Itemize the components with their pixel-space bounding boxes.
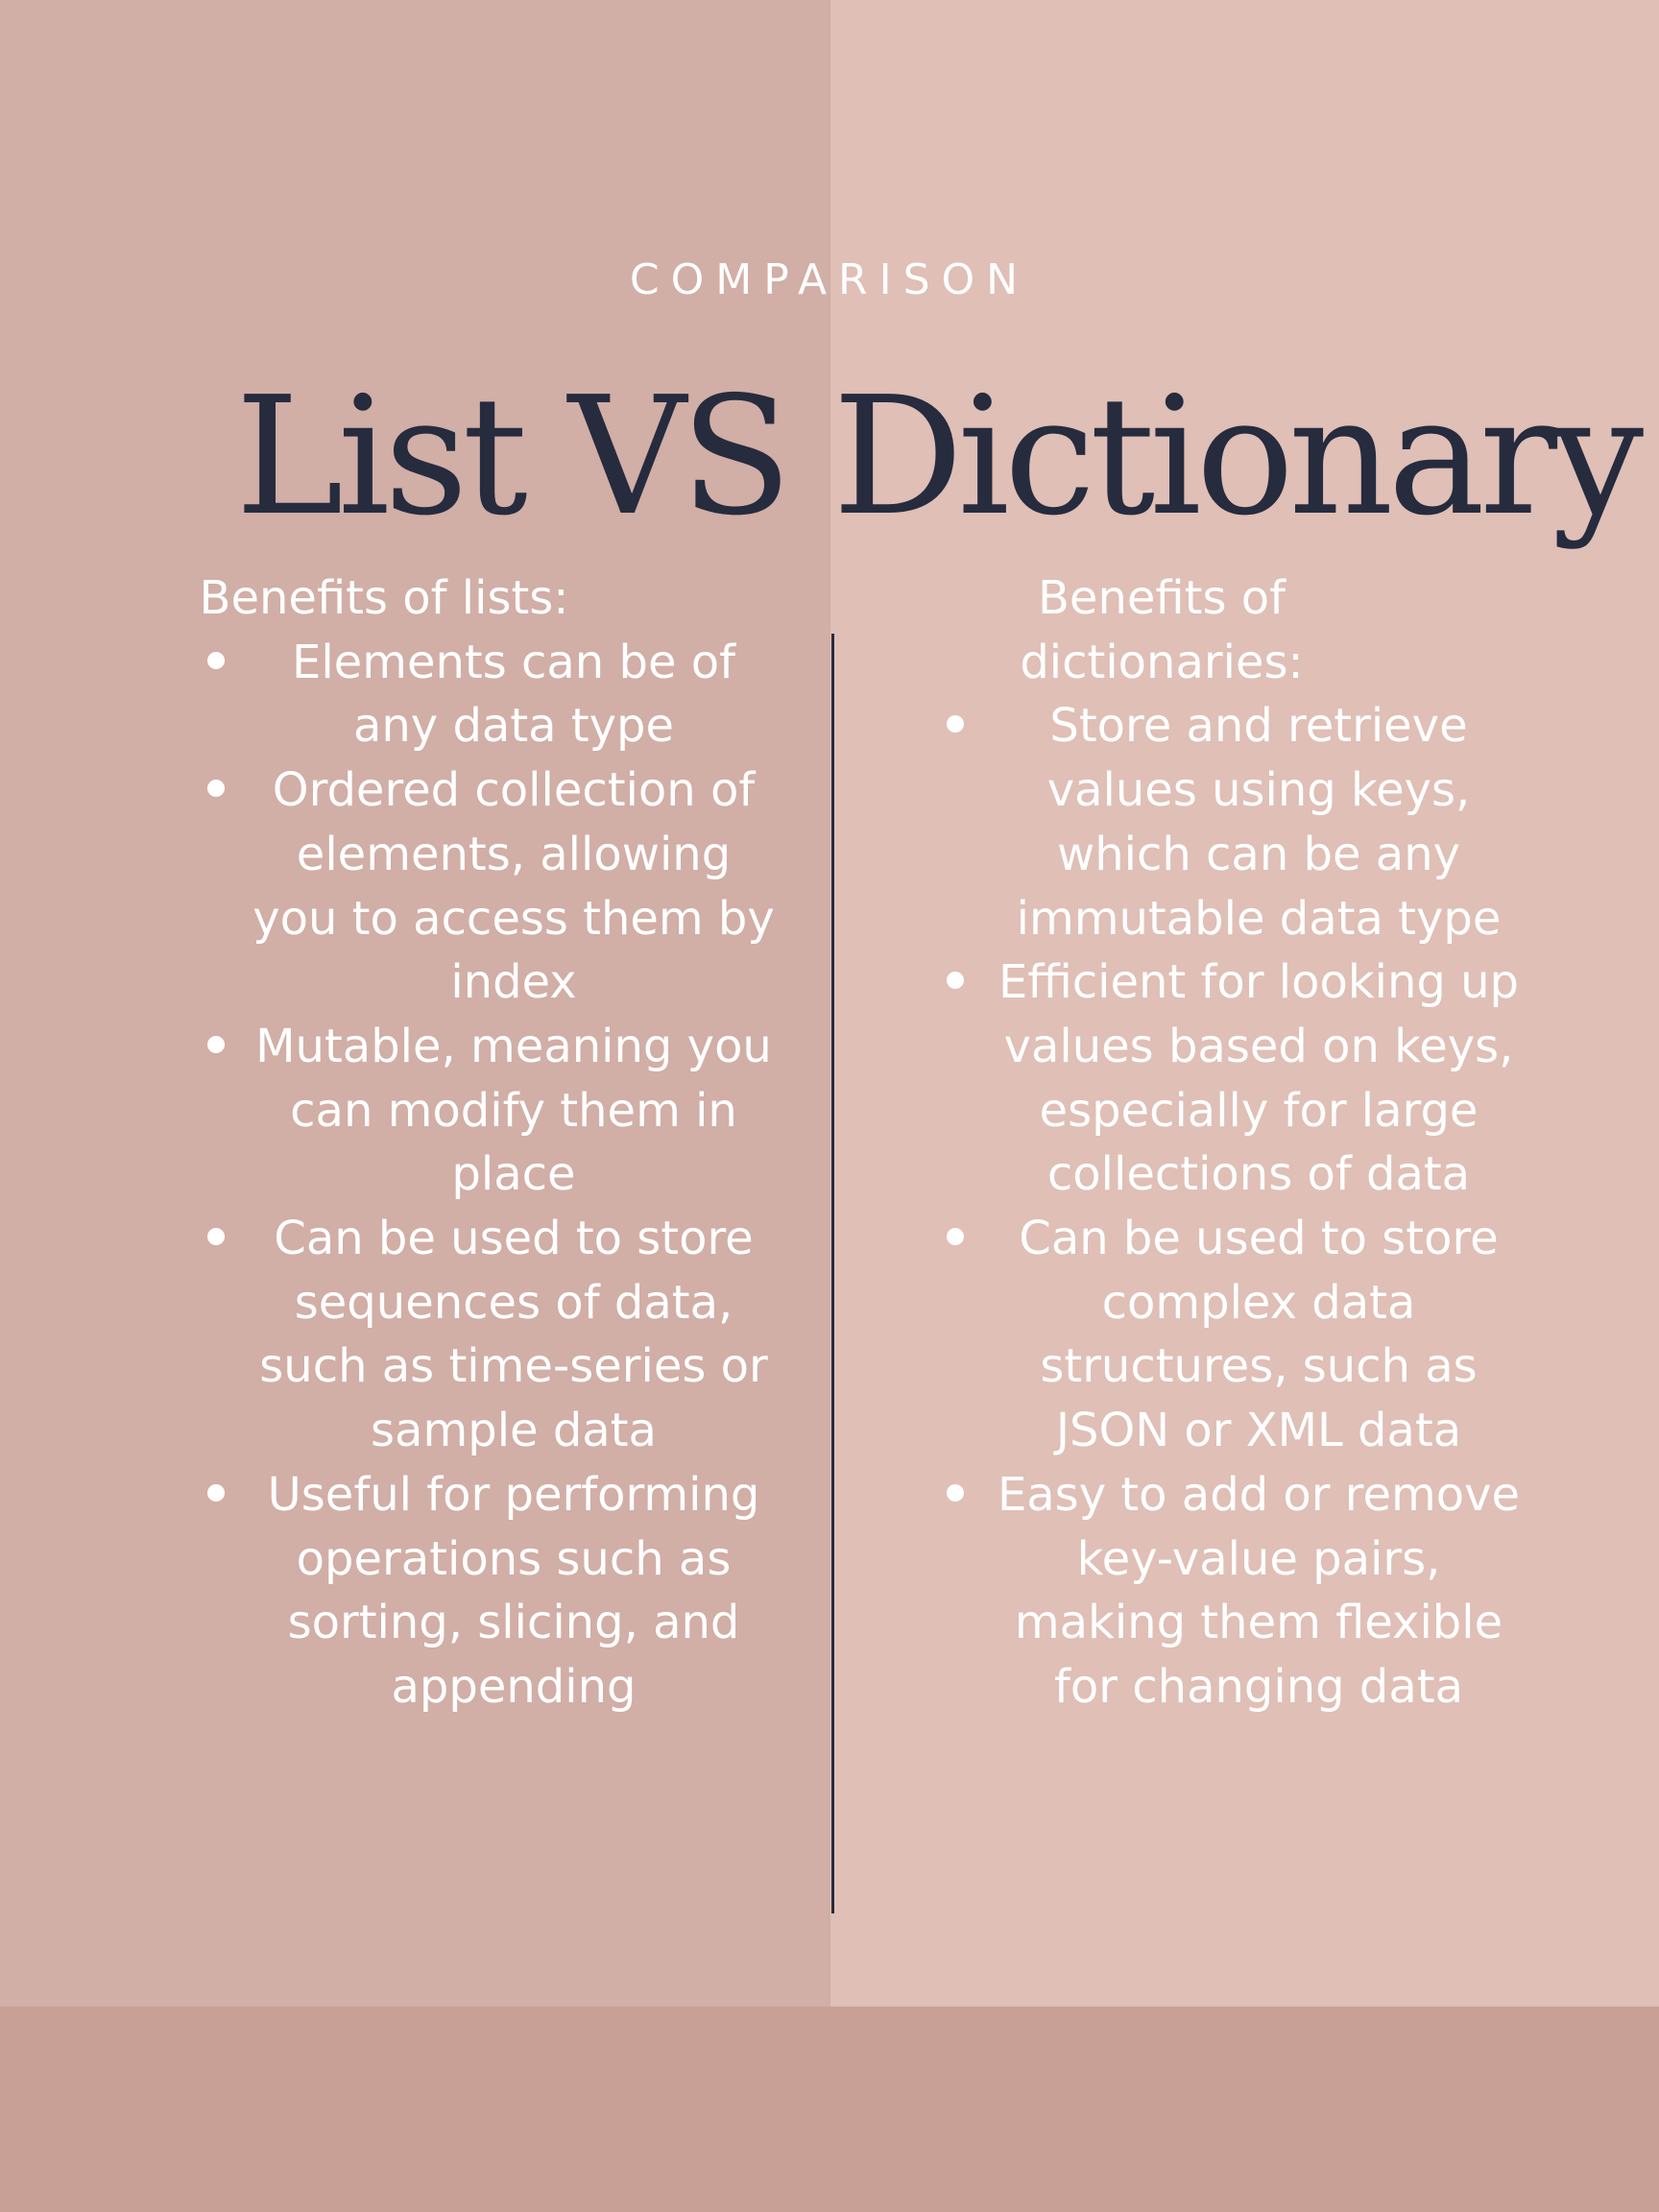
page-title: List VS Dictionary <box>235 362 1644 552</box>
lists-benefits: Elements can be of any data type Ordered… <box>173 631 806 1719</box>
list-item: Easy to add or remove key-value pairs, m… <box>912 1463 1584 1719</box>
bullet-icon <box>207 1228 225 1246</box>
list-item-text: Efficient for looking up values based on… <box>998 955 1519 1202</box>
list-item: Useful for performing operations such as… <box>173 1463 806 1719</box>
bullet-icon <box>947 715 964 733</box>
list-item-text: Mutable, meaning you can modify them in … <box>255 1019 772 1202</box>
list-item-text: Elements can be of any data type <box>292 635 735 754</box>
bullet-icon <box>207 651 225 669</box>
lists-heading: Benefits of lists: <box>199 571 569 625</box>
list-item-text: Useful for performing operations such as… <box>267 1467 760 1714</box>
list-item-text: Can be used to store complex data struct… <box>1019 1212 1499 1458</box>
list-item-text: Easy to add or remove key-value pairs, m… <box>997 1467 1521 1714</box>
footer-band <box>0 2007 1659 2212</box>
bullet-icon <box>947 1483 964 1502</box>
lists-column: Benefits of lists: Elements can be of an… <box>173 566 806 1719</box>
column-divider <box>831 634 834 1913</box>
eyebrow-label: COMPARISON <box>629 255 1030 304</box>
left-panel-background <box>0 0 830 2007</box>
dictionaries-benefits: Store and retrieve values using keys, wh… <box>912 694 1584 1719</box>
list-item-text: Store and retrieve values using keys, wh… <box>1016 699 1502 946</box>
list-item: Ordered collection of elements, allowing… <box>173 758 806 1015</box>
list-item: Efficient for looking up values based on… <box>912 950 1584 1207</box>
bullet-icon <box>207 1035 225 1053</box>
bullet-icon <box>947 1228 964 1246</box>
list-item: Elements can be of any data type <box>173 631 806 758</box>
dictionaries-heading: Benefits of dictionaries: <box>1020 571 1304 689</box>
dictionaries-column: Benefits of dictionaries: Store and retr… <box>912 566 1584 1719</box>
bullet-icon <box>947 972 964 990</box>
right-panel-background <box>830 0 1659 2007</box>
list-item: Can be used to store complex data struct… <box>912 1207 1584 1463</box>
list-item-text: Can be used to store sequences of data, … <box>259 1212 768 1458</box>
list-item: Can be used to store sequences of data, … <box>173 1207 806 1463</box>
list-item-text: Ordered collection of elements, allowing… <box>252 763 775 1010</box>
list-item: Mutable, meaning you can modify them in … <box>173 1015 806 1207</box>
list-item: Store and retrieve values using keys, wh… <box>912 694 1584 950</box>
bullet-icon <box>207 780 225 798</box>
bullet-icon <box>207 1483 225 1502</box>
